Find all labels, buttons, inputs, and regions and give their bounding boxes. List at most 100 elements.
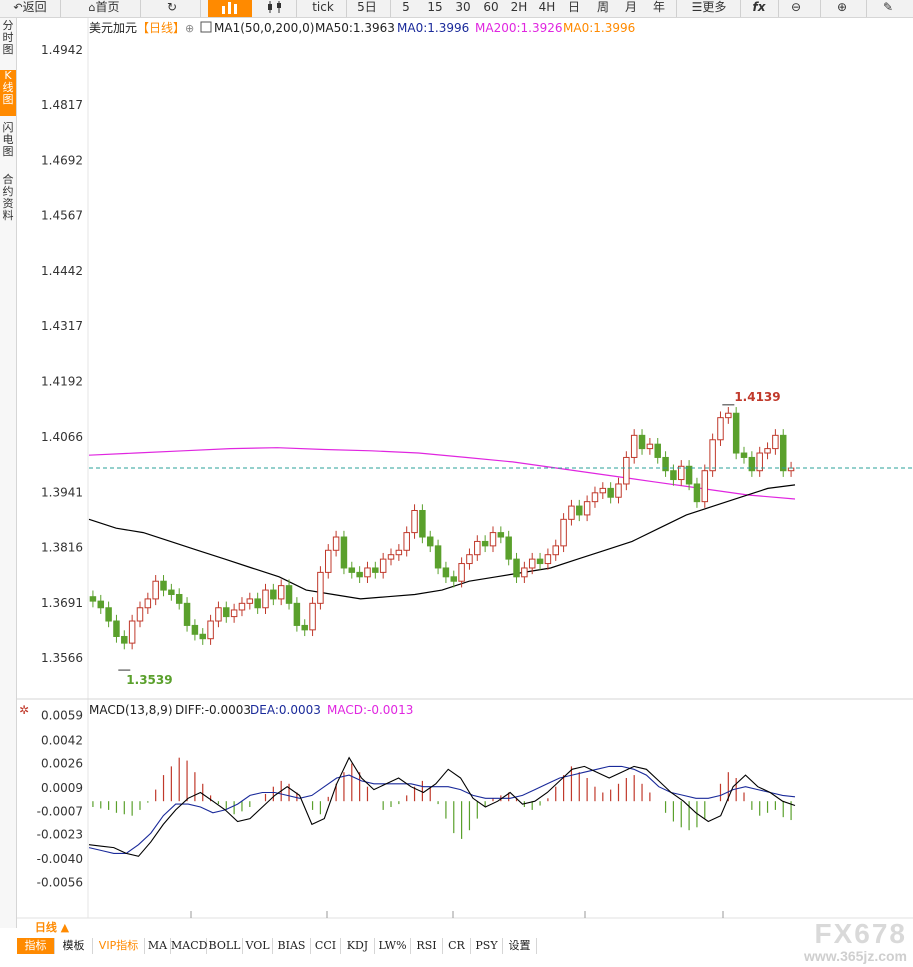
high-price-label: 1.4139 [734, 390, 780, 404]
macd-tick-label: -0.0023 [37, 828, 83, 842]
indicator-tab-6[interactable]: VOL [243, 938, 273, 954]
zoom-in-button[interactable]: ⊕ [830, 0, 854, 17]
indicator-tab-5[interactable]: BOLL [207, 938, 243, 954]
formula-button[interactable]: fx [752, 0, 766, 14]
candle-body [544, 554, 552, 565]
candle-body [191, 624, 199, 635]
indicator-tabs: 指标 模板 VIP指标 MA MACD BOLL VOL BIAS CCI KDJ LW% RSI CR… [17, 938, 913, 954]
period-2h[interactable]: 2H [510, 0, 528, 14]
indicator-tab-7[interactable]: BIAS [273, 938, 311, 954]
price-tick-label: 1.4942 [41, 43, 83, 57]
indicator-tab-13[interactable]: PSY [471, 938, 503, 954]
price-tick-label: 1.4066 [41, 430, 83, 444]
macd-dea-line [88, 765, 796, 854]
candle-body [293, 602, 301, 626]
kline-chart-button[interactable] [208, 0, 252, 17]
indicator-tab-11[interactable]: RSI [411, 938, 443, 954]
indicator-tab-0[interactable]: 指标 [17, 938, 55, 954]
candle-body [599, 487, 607, 494]
indicator-tab-9[interactable]: KDJ [341, 938, 375, 954]
pencil-icon: ✎ [882, 0, 894, 14]
draw-tool-button[interactable]: ✎ [876, 0, 900, 17]
sidebar-item-flash-chart[interactable]: 闪电图 [2, 121, 14, 158]
macd-lines [88, 756, 796, 857]
candle-body [113, 620, 120, 637]
candle-body [434, 545, 442, 569]
indicator-image-icon [200, 21, 212, 33]
candlestick-icon [268, 1, 281, 13]
sidebar-item-time-chart[interactable]: 分时图 [2, 19, 14, 56]
settings-gear-icon[interactable]: ⊕ [185, 22, 194, 35]
period-month[interactable]: 月 [624, 0, 637, 14]
candle-body [521, 567, 528, 578]
period-year[interactable]: 年 [652, 0, 665, 14]
candle-body [285, 585, 293, 604]
macd-y-axis: 0.0059 0.0042 0.0026 0.0009 -0.0007 -0.0023 -0… [37, 709, 83, 890]
candle-body [583, 501, 591, 516]
price-tick-label: 1.4692 [41, 153, 83, 167]
candle-body [419, 509, 426, 538]
candle-body [615, 483, 622, 498]
indicator-tab-2[interactable]: VIP指标 [93, 938, 145, 954]
macd-settings-icon[interactable]: ✲ [19, 703, 29, 717]
low-price-label: 1.3539 [126, 673, 172, 687]
date-x-axis: 2025/072025/082025/092025/102025/11 [190, 911, 724, 918]
candle-body [395, 549, 403, 556]
candle-body [654, 443, 661, 458]
price-tick-label: 1.4192 [41, 374, 83, 388]
indicator-tab-3[interactable]: MA [145, 938, 171, 954]
period-30min[interactable]: 30 [455, 0, 471, 14]
indicator-tab-10[interactable]: LW% [375, 938, 411, 954]
macd-tick-label: -0.0007 [37, 804, 83, 818]
candle-body [372, 567, 379, 573]
candle-body [364, 567, 371, 578]
sidebar-item-contract-info[interactable]: 合约资料 [2, 173, 14, 222]
candle-body [215, 607, 222, 622]
candle-body [348, 567, 356, 573]
period-15min[interactable]: 15 [427, 0, 443, 14]
candle-body [489, 532, 497, 547]
candle-body [230, 609, 238, 618]
candle-body [740, 452, 748, 458]
period-tick[interactable]: tick [312, 0, 334, 14]
bottom-bar: 日线 ▲ 指标 模板 VIP指标 MA MACD BOLL VOL BIAS CCI KDJ LW%… [17, 919, 913, 967]
candle-body [426, 536, 434, 547]
period-day[interactable]: 日 [567, 0, 580, 14]
candle-body [160, 580, 167, 591]
indicator-tab-14[interactable]: 设置 [503, 938, 537, 954]
indicator-tab-12[interactable]: CR [443, 938, 471, 954]
candle-body [662, 456, 669, 472]
candle-body [497, 532, 505, 538]
period-5min[interactable]: 5 [402, 0, 410, 14]
period-60min[interactable]: 60 [483, 0, 499, 14]
macd-dea-value: DEA:0.0003 [250, 703, 321, 717]
candle-body [128, 620, 136, 644]
indicator-tab-4[interactable]: MACD [171, 938, 208, 954]
more-button[interactable]: ☰更多 [691, 0, 727, 14]
candle-body [513, 558, 520, 578]
period-4h[interactable]: 4H [538, 0, 556, 14]
candle-body [270, 589, 277, 600]
candle-body [638, 434, 646, 450]
ma-indicator-label: MA1(50,0,200,0) [214, 21, 314, 35]
back-button[interactable]: ↶返回 [13, 0, 47, 14]
indicator-tab-1[interactable]: 模板 [55, 938, 93, 954]
period-selector[interactable]: 日线 ▲ [34, 921, 70, 934]
candle-body [152, 580, 159, 600]
candle-body [748, 456, 756, 472]
indicator-tab-8[interactable]: CCI [311, 938, 341, 954]
macd-macd-value: MACD:-0.0013 [327, 703, 413, 717]
candle-body [458, 563, 465, 582]
refresh-button[interactable]: ↻ [160, 0, 184, 17]
period-week[interactable]: 周 [596, 0, 609, 14]
price-tick-label: 1.3691 [41, 596, 83, 610]
period-5day[interactable]: 5日 [357, 0, 377, 14]
home-button[interactable]: ⌂首页 [88, 0, 120, 14]
zoom-out-button[interactable]: ⊖ [784, 0, 808, 17]
candle-style-button[interactable] [260, 0, 290, 17]
candle-body [97, 600, 105, 609]
candle-body [536, 558, 544, 565]
candle-body [411, 509, 418, 534]
macd-diff-value: DIFF:-0.0003 [175, 703, 251, 717]
